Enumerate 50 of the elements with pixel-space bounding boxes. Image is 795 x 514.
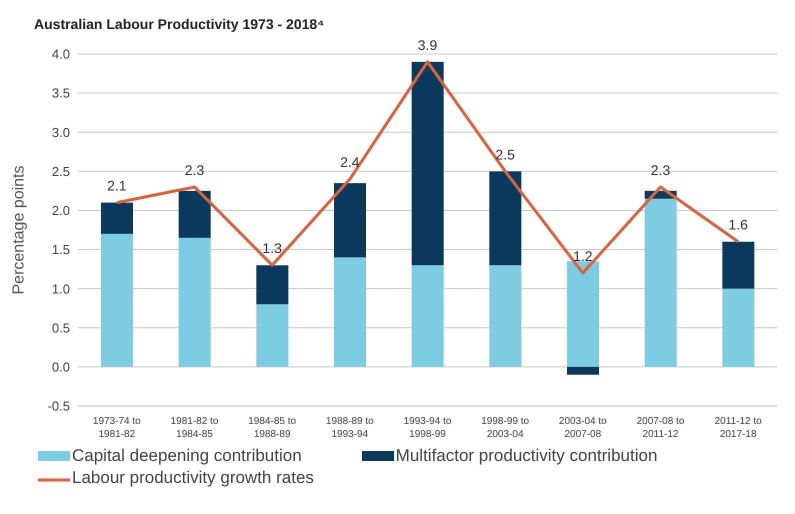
data-label: 1.2: [573, 248, 593, 264]
x-tick-label: 1981-82 to 1984-85: [170, 416, 219, 440]
data-label: 2.1: [107, 178, 127, 194]
bar: [722, 288, 754, 367]
data-label: 2.3: [184, 162, 204, 178]
bar: [178, 190, 211, 238]
y-tick-label: 1.0: [52, 281, 70, 296]
legend-label: Labour productivity growth rates: [72, 468, 314, 488]
bar: [178, 238, 211, 367]
bar: [256, 265, 288, 304]
bar: [256, 304, 288, 367]
bar: [334, 257, 366, 367]
y-tick-label: 1.5: [52, 242, 70, 258]
data-label: 1.6: [728, 216, 748, 233]
y-tick-label: 0.5: [52, 320, 70, 336]
bar: [334, 183, 366, 258]
y-tick-label: 0.0: [52, 360, 70, 375]
x-tick-label: 2003-04 to 2007-08: [558, 416, 608, 440]
bar: [412, 265, 444, 367]
x-tick-label: 1998-99 to 2003-04: [481, 416, 530, 440]
x-tick-label: 1973-74 to 1981-82: [92, 416, 142, 440]
y-tick-label: 3.5: [52, 86, 70, 101]
bar: [567, 261, 599, 367]
chart-title: Australian Labour Productivity 1973 - 2018⁴: [33, 15, 326, 32]
bar: [644, 198, 677, 367]
data-label: 1.3: [262, 240, 282, 256]
x-tick-label: 1984-85 to 1988-89: [248, 416, 297, 440]
y-tick-label: 2.0: [52, 203, 70, 218]
bar: [489, 171, 522, 266]
data-label: 2.5: [495, 146, 516, 162]
data-label: 3.9: [418, 36, 438, 53]
x-tick-label: 1993-94 to 1998-99: [404, 416, 452, 440]
bar: [101, 202, 133, 234]
bar: [412, 62, 444, 266]
y-tick-label: 3.0: [52, 124, 70, 140]
x-tick-label: 2011-12 to 2017-18: [714, 416, 762, 440]
y-tick-label: 2.5: [52, 164, 70, 179]
bar: [722, 242, 754, 289]
legend-label: Multifactor productivity contribution: [396, 446, 658, 466]
data-label: 2.4: [340, 154, 360, 170]
bar: [567, 366, 599, 375]
legend-label: Capital deepening contribution: [72, 446, 302, 466]
y-tick-label: 4.0: [52, 46, 70, 62]
x-tick-label: 2007-08 to 2011-12: [636, 416, 685, 440]
y-axis-title: Percentage points: [10, 166, 28, 294]
bar: [101, 234, 133, 367]
y-tick-label: -0.5: [48, 398, 70, 414]
x-tick-label: 1988-89 to 1993-94: [326, 416, 374, 440]
data-label: 2.3: [650, 162, 670, 178]
bar: [489, 265, 522, 367]
